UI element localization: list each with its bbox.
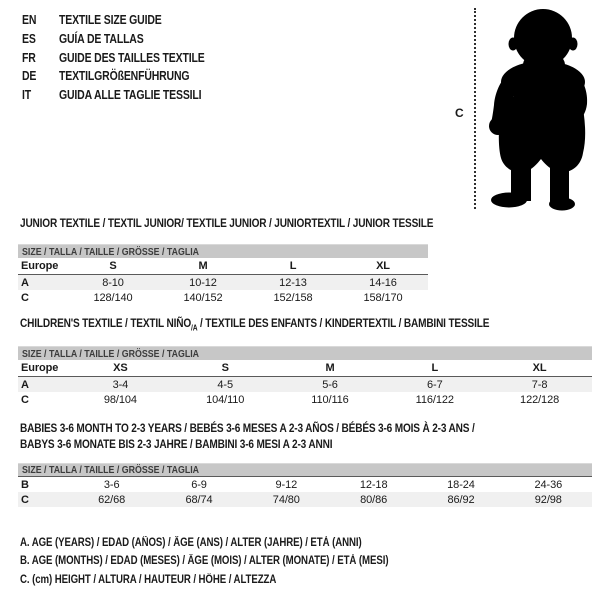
value-cell: 5-6 [322,378,338,391]
row-label: C [21,291,29,304]
language-title-list: EN TEXTILE SIZE GUIDE ES GUÍA DE TALLAS … [22,11,232,104]
value-cell: 92/98 [534,493,562,506]
value-cell: 4-5 [217,378,233,391]
table-row-a: A 3-4 4-5 5-6 6-7 7-8 [18,377,592,392]
value-cell: 110/116 [311,393,349,406]
table-row-europe: Europe XS S M L XL [18,360,592,377]
size-header-bar: SIZE / TALLA / TAILLE / GRÖSSE / TAGLIA [18,463,592,477]
junior-table-title: JUNIOR TEXTILE / TEXTIL JUNIOR/ TEXTILE … [20,216,512,232]
table-title-line: BABYS 3-6 MONATE BIS 2-3 JAHRE / BAMBINI… [20,436,333,451]
value-cell: 86/92 [447,493,475,506]
value-cell: 3-6 [103,478,120,491]
children-table-title: CHILDREN'S TEXTILE / TEXTIL NIÑO/A / TEX… [20,316,579,336]
lang-code: DE [22,69,37,84]
size-header-bar: SIZE / TALLA / TAILLE / GRÖSSE / TAGLIA [18,346,592,360]
value-cell: 98/104 [103,393,137,406]
babies-table-title: BABIES 3-6 MONTH TO 2-3 YEARS / BEBÉS 3-… [20,421,600,452]
value-cell: 12-18 [359,478,388,491]
value-cell: 140/152 [183,291,223,304]
row-label: A [21,378,29,391]
size-header-label: SIZE / TALLA / TAILLE / GRÖSSE / TAGLIA [22,245,200,258]
toddler-silhouette-icon [489,9,588,211]
table-title-line: BABIES 3-6 MONTH TO 2-3 YEARS / BEBÉS 3-… [20,421,475,435]
value-cell: XL [376,260,390,272]
lang-title: GUIDE DES TAILLES TEXTILE [59,50,205,65]
value-cell: M [325,362,335,374]
table-row-europe: Europe S M L XL [18,258,428,275]
table-row-c: C 62/68 68/74 74/80 80/86 86/92 92/98 [18,492,592,507]
row-label: B [21,478,29,491]
legend-note-b: B. AGE (MONTHS) / EDAD (MESES) / ÂGE (MO… [20,555,459,573]
height-dotted-line [474,8,476,209]
lang-code: EN [22,13,37,28]
value-cell: 6-7 [426,378,443,391]
value-cell: 3-4 [112,378,129,391]
row-label: Europe [21,362,59,374]
size-header-label: SIZE / TALLA / TAILLE / GRÖSSE / TAGLIA [22,347,200,360]
lang-code: ES [22,32,36,47]
value-cell: 62/68 [98,493,126,506]
value-cell: 9-12 [275,478,298,491]
lang-title: GUIDA ALLE TAGLIE TESSILI [59,88,202,103]
lang-row-fr: FR GUIDE DES TAILLES TEXTILE [22,48,232,67]
lang-title: TEXTILE SIZE GUIDE [59,13,162,28]
lang-row-es: ES GUÍA DE TALLAS [22,30,232,49]
row-label: Europe [21,260,59,272]
value-cell: 152/158 [273,291,313,304]
value-cell: 6-9 [191,478,207,491]
value-cell: M [198,260,208,272]
row-label: C [21,493,29,506]
legend-notes: A. AGE (YEARS) / EDAD (AÑOS) / ÂGE (ANS)… [20,537,459,592]
size-header-bar: SIZE / TALLA / TAILLE / GRÖSSE / TAGLIA [18,244,428,258]
legend-note-a-text: A. AGE (YEARS) / EDAD (AÑOS) / ÂGE (ANS)… [20,537,362,549]
lang-title: GUÍA DE TALLAS [59,32,144,47]
table-row-c: C 128/140 140/152 152/158 158/170 [18,290,428,305]
value-cell: XL [532,362,547,374]
value-cell: XS [113,362,128,374]
value-cell: 10-12 [189,276,217,289]
value-cell: 7-8 [531,378,548,391]
lang-title: TEXTILGRÖßENFÜHRUNG [59,69,190,84]
legend-note-b-text: B. AGE (MONTHS) / EDAD (MESES) / ÂGE (MO… [20,555,389,568]
lang-code: IT [22,88,32,103]
value-cell: 8-10 [102,276,124,289]
value-cell: 116/122 [415,393,454,406]
lang-code: FR [22,50,36,65]
value-cell: 158/170 [363,291,403,304]
lang-row-it: IT GUIDA ALLE TAGLIE TESSILI [22,86,232,105]
row-label: C [21,393,29,406]
value-cell: 104/110 [206,393,245,406]
legend-note-c-text: C. (cm) HEIGHT / ALTURA / HAUTEUR / HÖHE… [20,573,277,586]
value-cell: 24-36 [534,478,563,491]
junior-size-table: SIZE / TALLA / TAILLE / GRÖSSE / TAGLIA E… [18,244,428,305]
value-cell: 74/80 [272,493,300,506]
table-row-b: B 3-6 6-9 9-12 12-18 18-24 24-36 [18,477,592,492]
table-row-c: C 98/104 104/110 110/116 116/122 122/128 [18,392,592,407]
value-cell: 14-16 [369,276,397,289]
value-cell: L [431,362,439,374]
table-title-line: CHILDREN'S TEXTILE / TEXTIL NIÑO/A / TEX… [20,316,490,333]
children-size-table: SIZE / TALLA / TAILLE / GRÖSSE / TAGLIA E… [18,346,592,407]
value-cell: 80/86 [360,493,388,506]
table-title-line: JUNIOR TEXTILE / TEXTIL JUNIOR/ TEXTILE … [20,216,434,230]
value-cell: S [221,362,229,374]
lang-row-de: DE TEXTILGRÖßENFÜHRUNG [22,67,232,86]
height-marker-label: C [455,106,464,120]
lang-row-en: EN TEXTILE SIZE GUIDE [22,11,232,30]
legend-note-a: A. AGE (YEARS) / EDAD (AÑOS) / ÂGE (ANS)… [20,537,459,555]
value-cell: L [289,260,297,272]
value-cell: 122/128 [520,393,560,406]
babies-size-table: SIZE / TALLA / TAILLE / GRÖSSE / TAGLIA B… [18,463,592,507]
value-cell: 128/140 [93,291,133,304]
value-cell: S [109,260,117,272]
legend-note-c: C. (cm) HEIGHT / ALTURA / HAUTEUR / HÖHE… [20,574,459,592]
row-label: A [21,276,29,289]
table-row-a: A 8-10 10-12 12-13 14-16 [18,275,428,290]
value-cell: 68/74 [185,493,213,506]
size-header-label: SIZE / TALLA / TAILLE / GRÖSSE / TAGLIA [22,464,200,476]
value-cell: 18-24 [447,478,475,491]
value-cell: 12-13 [279,276,307,289]
